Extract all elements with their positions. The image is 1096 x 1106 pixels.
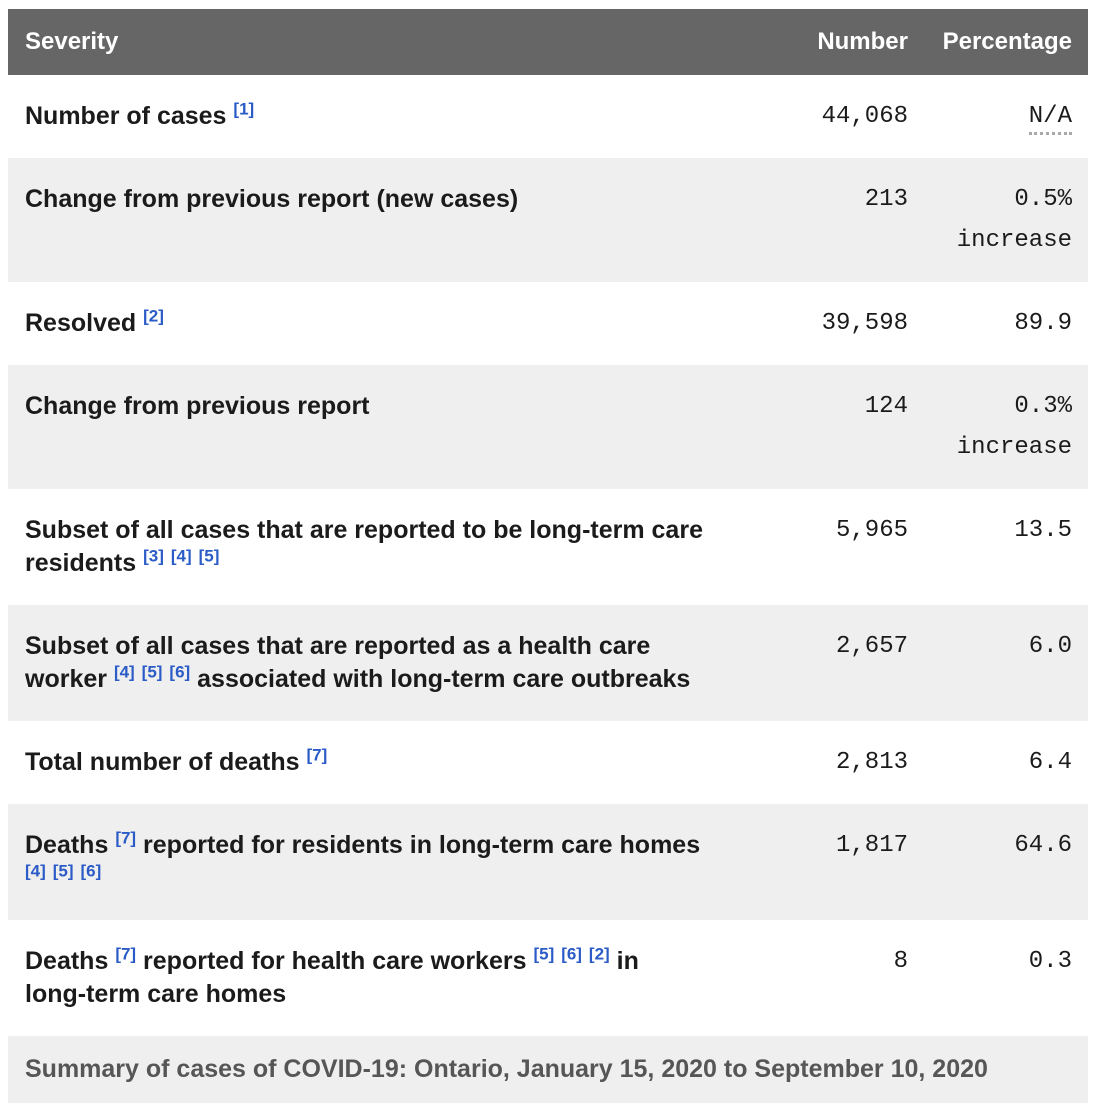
footnote-sup: [5] — [53, 862, 74, 881]
table-row: Total number of deaths [7] 2,813 6.4 — [8, 721, 1088, 804]
table-row: Subset of all cases that are reported as… — [8, 605, 1088, 721]
table-row: Subset of all cases that are reported to… — [8, 489, 1088, 605]
column-header-severity: Severity — [8, 9, 720, 75]
severity-cell: Deaths [7] reported for residents in lon… — [8, 804, 720, 920]
number-cell: 39,598 — [720, 282, 920, 365]
column-header-percentage: Percentage — [920, 9, 1088, 75]
footnote-link[interactable]: [4] — [170, 546, 192, 566]
footnote-sup: [2] — [143, 307, 164, 326]
header-row: Severity Number Percentage — [8, 9, 1088, 75]
footnote-link[interactable]: [7] — [306, 745, 328, 765]
percentage-cell: 64.6 — [920, 804, 1088, 920]
severity-cell: Deaths [7] reported for health care work… — [8, 920, 720, 1036]
percentage-cell: 0.3% increase — [920, 365, 1088, 489]
footnote-sup: [7] — [307, 746, 328, 765]
covid-summary-table: Severity Number Percentage Number of cas… — [8, 9, 1088, 1103]
footnote-link[interactable]: [4] — [25, 861, 46, 881]
percentage-cell: 13.5 — [920, 489, 1088, 605]
table-caption: Summary of cases of COVID-19: Ontario, J… — [8, 1036, 1088, 1103]
footnote-sup: [7] — [115, 945, 136, 964]
severity-cell: Subset of all cases that are reported to… — [8, 489, 720, 605]
footnote-sup: [4] — [25, 862, 46, 881]
table-row: Change from previous report 124 0.3% incre… — [8, 365, 1088, 489]
na-abbr: N/A — [1028, 103, 1072, 135]
percentage-cell: N/A — [920, 75, 1088, 158]
footnote-link[interactable]: [5] — [198, 546, 220, 566]
footnote-sup: [6] — [561, 945, 582, 964]
percentage-cell: 0.3 — [920, 920, 1088, 1036]
footnote-sup: [2] — [589, 945, 610, 964]
footnote-sup: [7] — [115, 829, 136, 848]
footnote-sup: [5] — [199, 547, 220, 566]
caption-row: Summary of cases of COVID-19: Ontario, J… — [8, 1036, 1088, 1103]
footnote-link[interactable]: [6] — [169, 662, 191, 682]
footnote-sup: [3] — [143, 547, 164, 566]
footnote-link[interactable]: [5] — [533, 944, 555, 964]
footnote-link[interactable]: [5] — [141, 662, 163, 682]
table-footer: Summary of cases of COVID-19: Ontario, J… — [8, 1036, 1088, 1103]
footnote-sup: [1] — [233, 100, 254, 119]
severity-cell: Total number of deaths [7] — [8, 721, 720, 804]
footnote-sup: [5] — [142, 663, 163, 682]
footnote-link[interactable]: [6] — [80, 861, 102, 881]
severity-cell: Change from previous report (new cases) — [8, 158, 720, 282]
number-cell: 213 — [720, 158, 920, 282]
table-row: Change from previous report (new cases) 2… — [8, 158, 1088, 282]
table-row: Deaths [7] reported for residents in lon… — [8, 804, 1088, 920]
severity-cell: Change from previous report — [8, 365, 720, 489]
footnote-sup: [4] — [114, 663, 135, 682]
footnote-sup: [5] — [533, 945, 554, 964]
severity-cell: Number of cases [1] — [8, 75, 720, 158]
column-header-number: Number — [720, 9, 920, 75]
table-row: Number of cases [1] 44,068 N/A — [8, 75, 1088, 158]
table-header: Severity Number Percentage — [8, 9, 1088, 75]
number-cell: 124 — [720, 365, 920, 489]
footnote-link[interactable]: [5] — [52, 861, 74, 881]
number-cell: 1,817 — [720, 804, 920, 920]
percentage-cell: 0.5% increase — [920, 158, 1088, 282]
footnote-sup: [6] — [80, 862, 101, 881]
footnote-link[interactable]: [3] — [143, 546, 164, 566]
severity-cell: Resolved [2] — [8, 282, 720, 365]
footnote-link[interactable]: [2] — [588, 944, 610, 964]
footnote-link[interactable]: [7] — [115, 944, 137, 964]
footnote-sup: [4] — [171, 547, 192, 566]
footnote-link[interactable]: [7] — [115, 828, 137, 848]
footnote-sup: [6] — [169, 663, 190, 682]
number-cell: 8 — [720, 920, 920, 1036]
percentage-cell: 6.0 — [920, 605, 1088, 721]
number-cell: 5,965 — [720, 489, 920, 605]
footnote-link[interactable]: [2] — [143, 306, 164, 326]
number-cell: 44,068 — [720, 75, 920, 158]
footnote-link[interactable]: [6] — [561, 944, 582, 964]
percentage-cell: 6.4 — [920, 721, 1088, 804]
footnote-link[interactable]: [1] — [233, 99, 255, 119]
number-cell: 2,657 — [720, 605, 920, 721]
table-row: Resolved [2] 39,598 89.9 — [8, 282, 1088, 365]
severity-cell: Subset of all cases that are reported as… — [8, 605, 720, 721]
footnote-link[interactable]: [4] — [113, 662, 135, 682]
table-body: Number of cases [1] 44,068 N/A Change from … — [8, 75, 1088, 1036]
number-cell: 2,813 — [720, 721, 920, 804]
percentage-cell: 89.9 — [920, 282, 1088, 365]
table-row: Deaths [7] reported for health care work… — [8, 920, 1088, 1036]
